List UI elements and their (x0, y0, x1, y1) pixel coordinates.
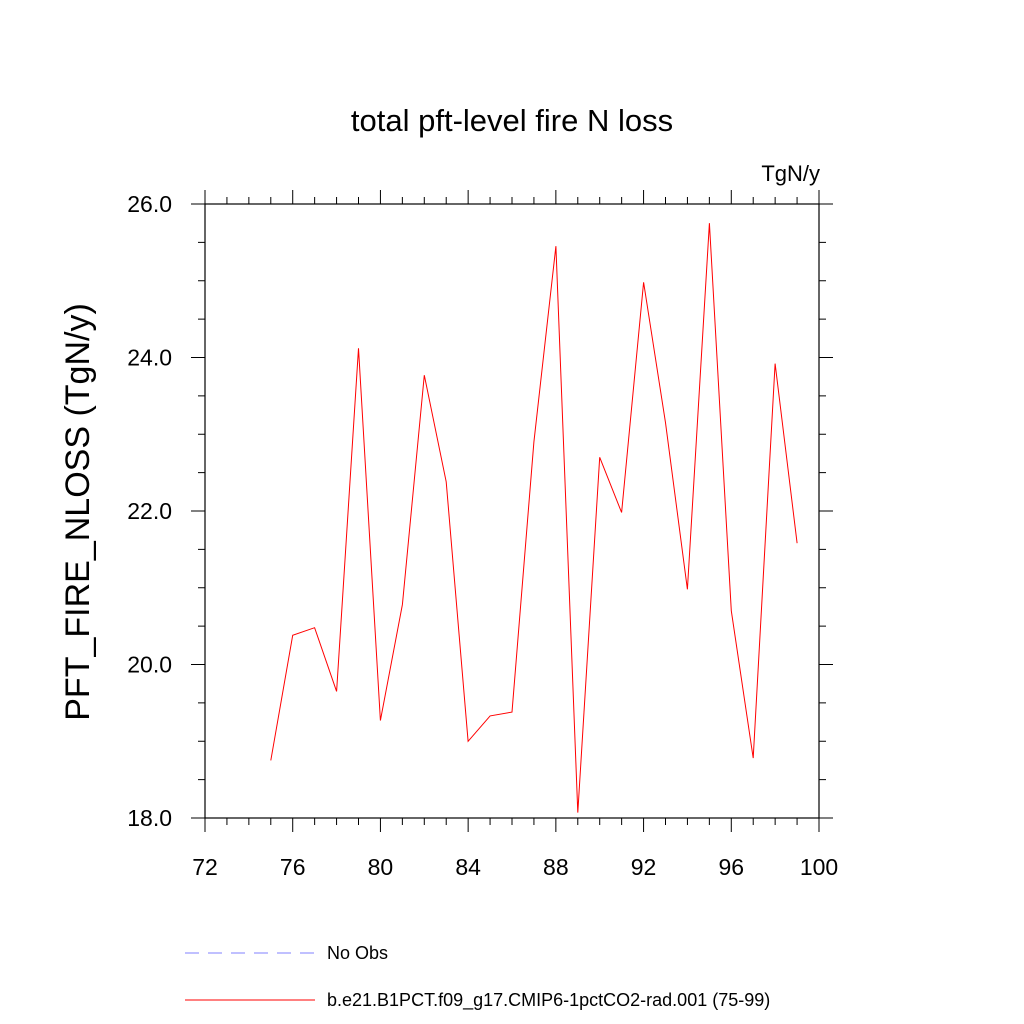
x-tick-label: 88 (543, 854, 569, 880)
legend-label: No Obs (327, 943, 388, 963)
x-tick-label: 76 (280, 854, 306, 880)
major-ticks (191, 190, 833, 832)
x-tick-label: 72 (192, 854, 218, 880)
x-tick-label: 84 (455, 854, 481, 880)
legend: No Obs b.e21.B1PCT.f09_g17.CMIP6-1pctCO2-… (185, 943, 770, 1011)
y-tick-labels: 18.0 20.0 22.0 24.0 26.0 (127, 191, 172, 831)
x-tick-label: 96 (718, 854, 744, 880)
y-axis-label: PFT_FIRE_NLOSS (TgN/y) (59, 303, 97, 721)
y-tick-label: 20.0 (127, 652, 172, 678)
units-label: TgN/y (761, 161, 820, 186)
legend-label: b.e21.B1PCT.f09_g17.CMIP6-1pctCO2-rad.00… (327, 990, 770, 1011)
chart-title: total pft-level fire N loss (351, 103, 673, 138)
y-tick-label: 22.0 (127, 498, 172, 524)
series-line (270, 223, 798, 813)
plot-frame (204, 203, 820, 819)
y-tick-label: 24.0 (127, 345, 172, 371)
x-tick-label: 92 (631, 854, 657, 880)
x-tick-labels: 72 76 80 84 88 92 96 100 (192, 854, 838, 880)
y-tick-label: 26.0 (127, 191, 172, 217)
minor-ticks (198, 197, 826, 825)
x-tick-label: 100 (800, 854, 838, 880)
series-layer (270, 223, 798, 813)
y-tick-label: 18.0 (127, 805, 172, 831)
x-tick-label: 80 (368, 854, 394, 880)
